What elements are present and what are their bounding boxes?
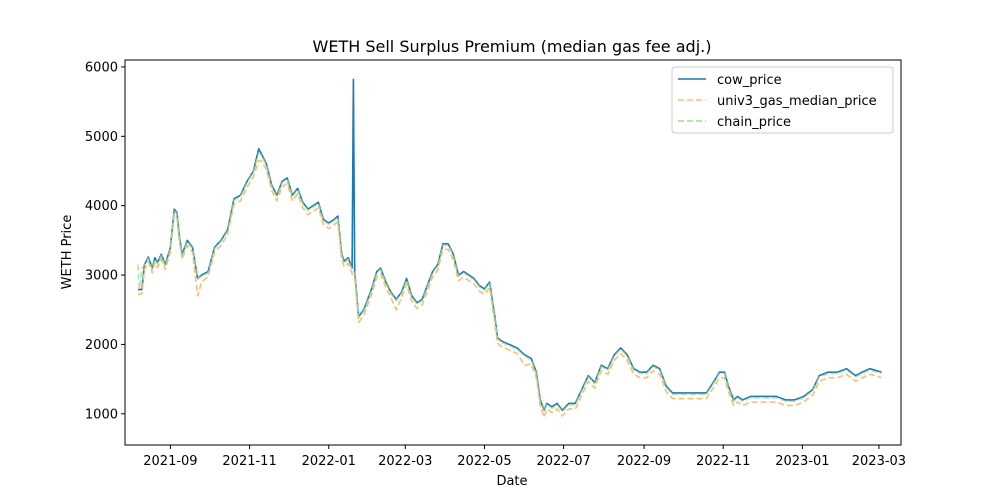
plot-frame: [124, 59, 902, 446]
y-tick-label: 6000: [85, 60, 118, 75]
y-tick-label: 4000: [85, 199, 118, 214]
x-tick-label: 2021-09: [143, 454, 197, 469]
x-tick-label: 2022-03: [378, 454, 432, 469]
x-tick-label: 2022-11: [696, 454, 750, 469]
x-tick-label: 2022-09: [617, 454, 671, 469]
x-tick-label: 2023-03: [852, 454, 906, 469]
y-tick-label: 5000: [85, 130, 118, 145]
y-tick-label: 2000: [85, 338, 118, 353]
x-tick-label: 2022-05: [457, 454, 511, 469]
x-axis: 2021-09 2021-11 2022-01 2022-03 2022-05 2022-…: [143, 445, 906, 469]
series-line-univ3_gas_median_price: [137, 159, 882, 419]
x-tick-label: 2023-01: [775, 454, 829, 469]
x-axis-title: Date: [496, 474, 527, 489]
legend-label-cow_price: cow_price: [717, 73, 782, 88]
chart-title: WETH Sell Surplus Premium (median gas fe…: [313, 37, 712, 56]
y-axis: 1000 2000 3000 4000 5000 6000: [85, 60, 125, 422]
legend-label-chain_price: chain_price: [717, 115, 791, 130]
legend-label-univ3_gas_median_price: univ3_gas_median_price: [717, 94, 877, 109]
series-line-cow_price: [137, 78, 882, 412]
legend-box: [671, 66, 894, 134]
series-line-chain_price: [137, 152, 882, 413]
y-tick-label: 3000: [85, 269, 118, 284]
y-axis-title: WETH Price: [60, 215, 75, 290]
x-tick-label: 2021-11: [222, 454, 276, 469]
series-layer: [137, 78, 882, 419]
plot-area: [137, 78, 882, 419]
x-tick-label: 2022-01: [302, 454, 356, 469]
x-tick-label: 2022-07: [536, 454, 590, 469]
legend: cow_price univ3_gas_median_price chain_pri…: [671, 66, 894, 134]
y-tick-label: 1000: [85, 407, 118, 422]
